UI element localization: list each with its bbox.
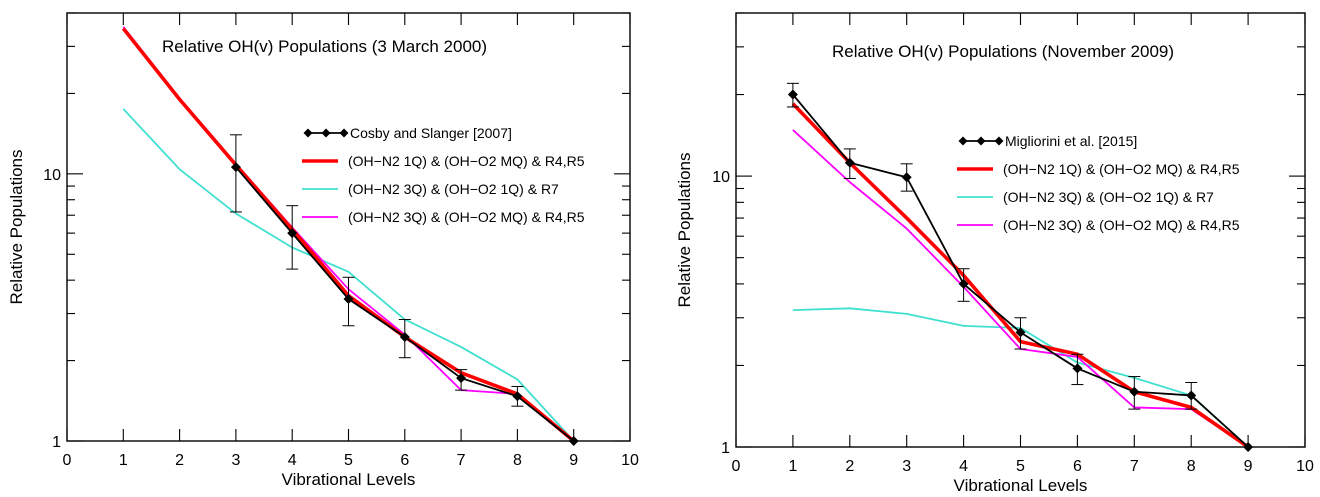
- data-point: [844, 157, 855, 168]
- x-tick-label: 7: [1130, 458, 1139, 475]
- legend-marker: [339, 128, 349, 138]
- legend-label: (OH−N2 1Q) & (OH−O2 MQ) & R4,R5: [1003, 161, 1240, 177]
- x-tick-label: 9: [569, 452, 578, 469]
- data-point: [1015, 327, 1026, 338]
- legend-marker: [303, 128, 313, 138]
- legend-label: (OH−N2 1Q) & (OH−O2 MQ) & R4,R5: [348, 153, 585, 169]
- data-point: [456, 373, 467, 384]
- x-tick-label: 0: [63, 452, 72, 469]
- data-point: [343, 294, 354, 305]
- data-point: [1072, 363, 1083, 374]
- y-axis-label: Relative Populations: [675, 153, 694, 308]
- x-tick-label: 5: [1016, 458, 1025, 475]
- x-tick-label: 4: [288, 452, 297, 469]
- x-tick-label: 5: [344, 452, 353, 469]
- x-tick-label: 1: [788, 458, 797, 475]
- legend-label: Cosby and Slanger [2007]: [350, 125, 512, 141]
- legend-label: (OH−N2 3Q) & (OH−O2 MQ) & R4,R5: [1003, 217, 1240, 233]
- x-axis-label: Vibrational Levels: [282, 470, 416, 489]
- chart-panel-right: 0 1 2 3 4 5 6 7 8 9 10 1 10 Vibrational Levels Relativ…: [660, 0, 1320, 497]
- x-tick-label: 6: [1073, 458, 1082, 475]
- x-tick-label: 7: [457, 452, 466, 469]
- x-tick-label: 3: [231, 452, 240, 469]
- y-tick-label: 1: [52, 434, 61, 451]
- data-point: [230, 162, 241, 173]
- chart-title: Relative OH(v) Populations (November 200…: [832, 42, 1174, 61]
- y-tick-label: 10: [712, 169, 730, 186]
- series-line: [792, 129, 1249, 448]
- legend-marker: [958, 136, 968, 146]
- data-point: [787, 89, 798, 100]
- data-point: [901, 172, 912, 183]
- x-tick-label: 2: [845, 458, 854, 475]
- x-tick-label: 0: [732, 458, 741, 475]
- series-line: [122, 26, 575, 442]
- legend-label: (OH−N2 3Q) & (OH−O2 1Q) & R7: [348, 181, 559, 197]
- series-line: [122, 108, 575, 442]
- chart-title: Relative OH(v) Populations (3 March 2000…: [162, 37, 487, 56]
- legend-marker: [976, 136, 986, 146]
- data-point: [568, 436, 579, 446]
- legend-marker: [321, 128, 331, 138]
- x-tick-label: 2: [175, 452, 184, 469]
- data-point: [958, 278, 969, 289]
- x-axis-label: Vibrational Levels: [954, 476, 1088, 495]
- data-point: [399, 332, 410, 343]
- x-tick-label: 4: [959, 458, 968, 475]
- data-point: [512, 391, 523, 402]
- x-tick-label: 10: [621, 452, 639, 469]
- y-tick-label: 1: [721, 440, 730, 457]
- data-point: [1243, 442, 1254, 452]
- series-line: [121, 27, 575, 443]
- x-tick-label: 10: [1296, 458, 1314, 475]
- plot-frame: [66, 12, 631, 442]
- chart-panel-left: 0 1 2 3 4 5 6 7 8 9 10 1 10 Vibrational Levels Relativ…: [7, 12, 639, 489]
- x-tick-label: 1: [119, 452, 128, 469]
- y-axis-label: Relative Populations: [7, 150, 26, 305]
- legend-label: (OH−N2 3Q) & (OH−O2 MQ) & R4,R5: [348, 209, 585, 225]
- x-tick-label: 6: [400, 452, 409, 469]
- x-tick-label: 8: [513, 452, 522, 469]
- legend-marker: [994, 136, 1004, 146]
- x-tick-label: 3: [902, 458, 911, 475]
- legend-label: (OH−N2 3Q) & (OH−O2 1Q) & R7: [1003, 189, 1214, 205]
- data-point: [1129, 386, 1140, 397]
- data-point: [1186, 390, 1197, 401]
- legend-label: Migliorini et al. [2015]: [1005, 133, 1137, 149]
- x-tick-label: 8: [1187, 458, 1196, 475]
- y-tick-label: 10: [43, 167, 61, 184]
- x-tick-label: 9: [1244, 458, 1253, 475]
- data-point: [287, 228, 298, 239]
